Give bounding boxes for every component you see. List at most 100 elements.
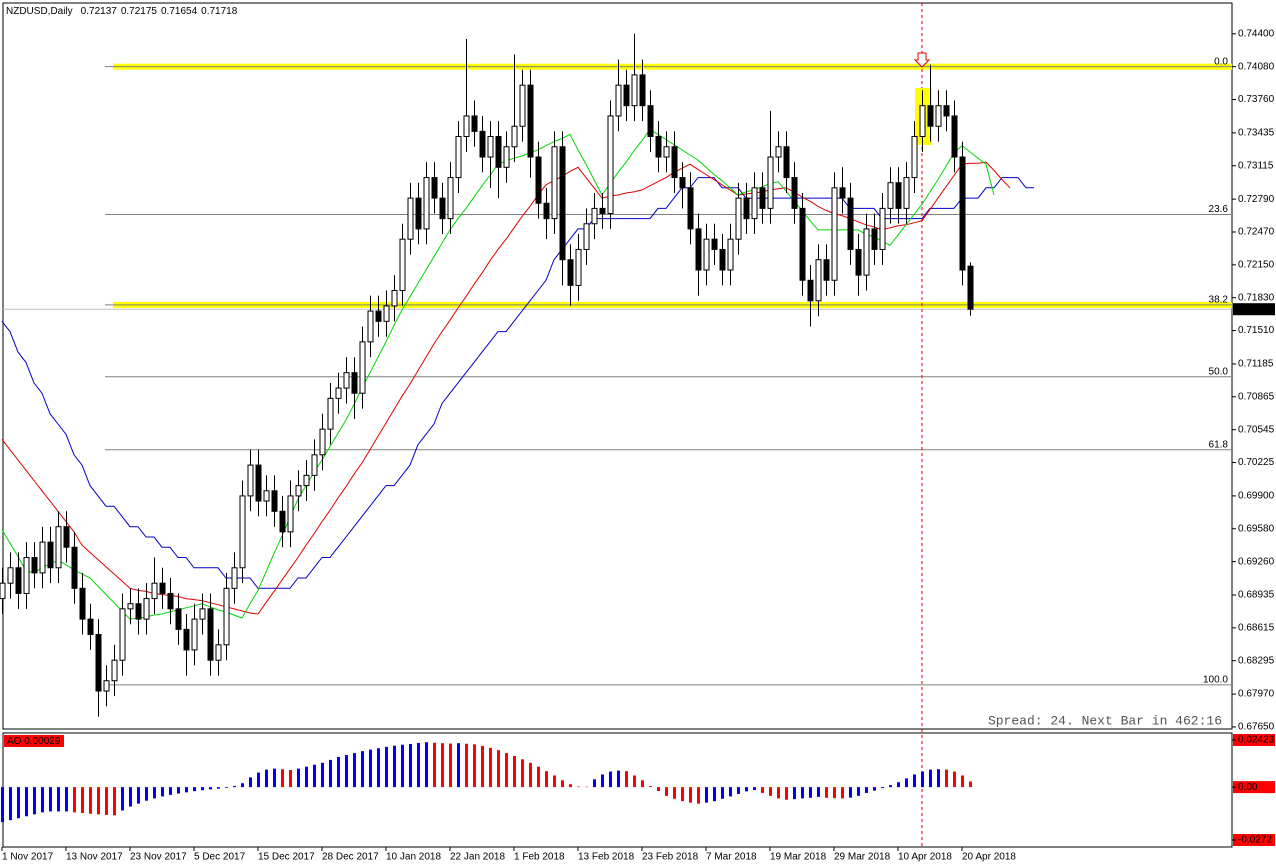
fib-label: 50.0 bbox=[1209, 366, 1229, 377]
x-tick-label: 5 Dec 2017 bbox=[194, 852, 246, 863]
candle-body bbox=[807, 279, 814, 302]
candle-body bbox=[615, 84, 622, 117]
y-tick-label: 0.71185 bbox=[1238, 359, 1274, 370]
candle-body bbox=[391, 290, 398, 307]
candle-body bbox=[839, 187, 846, 199]
y-tick-label: 0.72150 bbox=[1238, 259, 1275, 270]
candle-body bbox=[207, 608, 214, 661]
candle-body bbox=[151, 582, 158, 600]
candle-body bbox=[599, 207, 606, 215]
candle-body bbox=[215, 644, 222, 661]
candle-body bbox=[455, 135, 462, 179]
candle-body bbox=[751, 187, 758, 220]
ao-label-box bbox=[4, 735, 64, 747]
x-tick-label: 10 Jan 2018 bbox=[386, 852, 441, 863]
x-tick-label: 1 Nov 2017 bbox=[2, 852, 54, 863]
candle-body bbox=[239, 495, 246, 569]
candle-body bbox=[799, 207, 806, 281]
ao-pane bbox=[2, 732, 1233, 848]
candle-body bbox=[495, 135, 502, 168]
candle-body bbox=[727, 238, 734, 271]
candle-body bbox=[519, 84, 526, 127]
y-tick-label: 0.67970 bbox=[1238, 689, 1275, 700]
x-tick-label: 29 Mar 2018 bbox=[834, 852, 891, 863]
candle-body bbox=[711, 238, 718, 250]
candle-body bbox=[263, 490, 270, 502]
candle-body bbox=[71, 546, 78, 589]
candle-body bbox=[31, 557, 38, 574]
candle-body bbox=[847, 197, 854, 250]
candle-body bbox=[423, 177, 430, 230]
candle-body bbox=[399, 238, 406, 292]
candle-body bbox=[815, 259, 822, 302]
y-tick-label: 0.73435 bbox=[1238, 128, 1275, 139]
candle-body bbox=[567, 259, 574, 286]
candle-body bbox=[255, 464, 262, 502]
candle-body bbox=[367, 310, 374, 343]
candle-body bbox=[919, 105, 926, 137]
candle-body bbox=[775, 146, 782, 158]
candle-body bbox=[679, 177, 686, 189]
candle-body bbox=[415, 197, 422, 230]
candle-body bbox=[127, 603, 134, 610]
candle-body bbox=[183, 628, 190, 651]
candle-body bbox=[791, 177, 798, 209]
candle-body bbox=[383, 305, 390, 322]
y-tick-label: 0.02423 bbox=[1238, 735, 1275, 746]
x-tick-label: 19 Mar 2018 bbox=[770, 852, 827, 863]
x-tick-label: 28 Dec 2017 bbox=[322, 852, 379, 863]
candle-body bbox=[407, 197, 414, 240]
candle-body bbox=[647, 105, 654, 137]
y-tick-label: 0.69580 bbox=[1238, 523, 1275, 534]
candle-body bbox=[607, 115, 614, 215]
candle-body bbox=[911, 135, 918, 179]
candle-body bbox=[671, 146, 678, 179]
x-tick-label: 13 Feb 2018 bbox=[578, 852, 635, 863]
candle-body bbox=[63, 526, 70, 548]
y-tick-label: 0.68935 bbox=[1238, 590, 1275, 601]
ao-label: AO 0.00029 bbox=[7, 736, 61, 747]
candle-body bbox=[535, 156, 542, 204]
candle-body bbox=[943, 105, 950, 117]
symbol-title: NZDUSD,Daily bbox=[6, 6, 73, 17]
candle-body bbox=[831, 187, 838, 281]
y-tick-label: 0.69260 bbox=[1238, 556, 1275, 567]
candle-body bbox=[767, 156, 774, 209]
candle-body bbox=[167, 592, 174, 610]
candle-body bbox=[719, 248, 726, 271]
fib-label: 0.0 bbox=[1214, 56, 1228, 67]
candle-body bbox=[503, 146, 510, 168]
candle-body bbox=[343, 372, 350, 389]
candle-body bbox=[935, 105, 942, 127]
candle-body bbox=[7, 567, 14, 584]
fib-label: 61.8 bbox=[1209, 439, 1229, 450]
candle-body bbox=[439, 197, 446, 220]
candle-body bbox=[47, 541, 54, 569]
candle-body bbox=[479, 130, 486, 158]
candle-body bbox=[23, 557, 30, 594]
main-pane bbox=[2, 2, 1233, 730]
signal-arrow bbox=[913, 52, 931, 68]
y-tick-label: 0.72790 bbox=[1238, 194, 1275, 205]
candle-body bbox=[327, 397, 334, 430]
candle-body bbox=[135, 603, 142, 620]
candle-body bbox=[303, 474, 310, 487]
candle-body bbox=[863, 228, 870, 276]
candle-body bbox=[15, 567, 22, 594]
candle-body bbox=[823, 259, 830, 281]
candle-body bbox=[879, 207, 886, 250]
candle-body bbox=[447, 177, 454, 220]
y-tick-label: 0.74080 bbox=[1238, 61, 1275, 72]
x-tick-label: 7 Mar 2018 bbox=[706, 852, 757, 863]
y-tick-label: 0.68295 bbox=[1238, 655, 1275, 666]
candle-body bbox=[895, 182, 902, 209]
candle-body bbox=[0, 582, 6, 600]
candle-body bbox=[463, 115, 470, 137]
y-tick-label: 0.69900 bbox=[1238, 491, 1275, 502]
candle-body bbox=[759, 187, 766, 209]
x-tick-label: 23 Nov 2017 bbox=[130, 852, 187, 863]
candle-body bbox=[287, 495, 294, 533]
candle-body bbox=[663, 146, 670, 158]
candle-body bbox=[655, 135, 662, 158]
